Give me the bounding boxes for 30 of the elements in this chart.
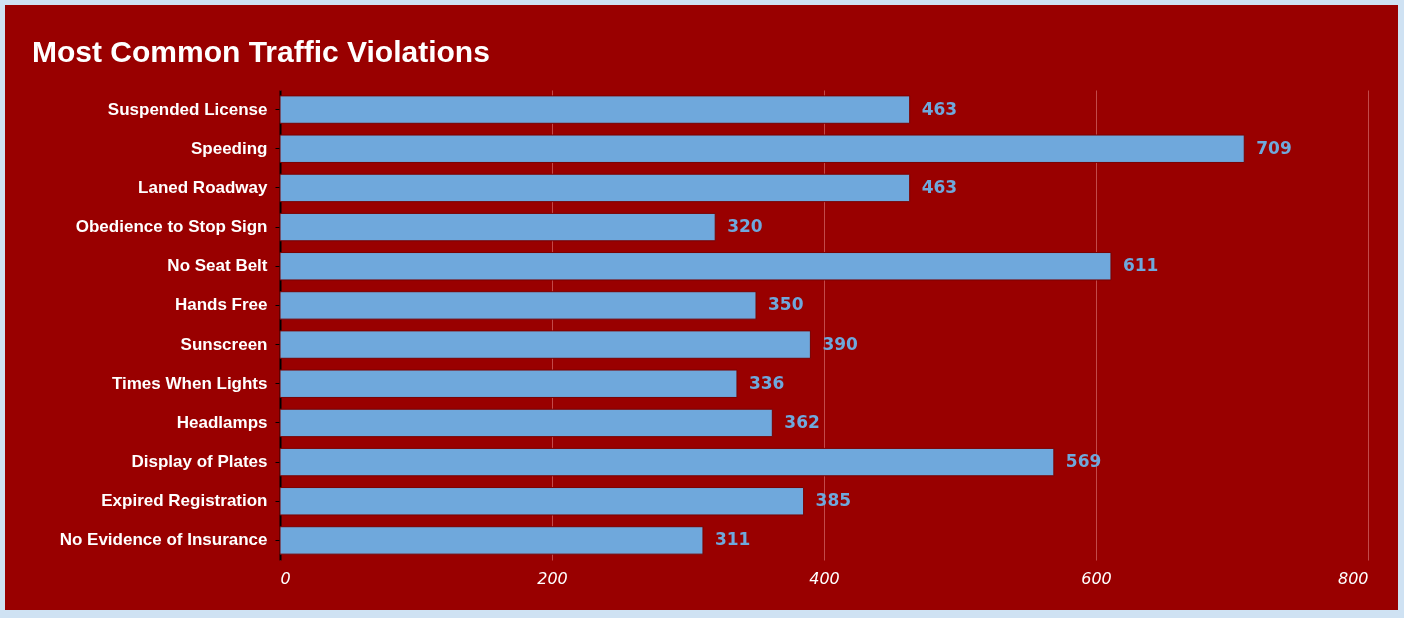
x-tick-label: 800 xyxy=(1337,568,1369,588)
x-tick-label: 600 xyxy=(1081,568,1112,588)
y-tick-label: No Evidence of Insurance xyxy=(59,530,268,550)
y-tick-label: Obedience to Stop Sign xyxy=(75,217,268,237)
data-label: 463 xyxy=(921,176,958,197)
chart-title: Most Common Traffic Violations xyxy=(32,35,490,68)
y-tick-label: Suspended License xyxy=(107,99,268,119)
data-label: 611 xyxy=(1122,255,1159,276)
data-label: 311 xyxy=(714,529,751,550)
data-label: 385 xyxy=(815,490,852,511)
data-label: 569 xyxy=(1065,451,1102,472)
data-label: 362 xyxy=(784,411,820,432)
y-tick-label: Display of Plates xyxy=(131,452,268,472)
y-tick-label: Times When Lights xyxy=(111,373,268,393)
x-tick-label: 0 xyxy=(280,568,291,588)
y-tick-label: Headlamps xyxy=(176,412,268,432)
y-tick-label: Hands Free xyxy=(174,295,268,315)
data-label: 336 xyxy=(748,372,785,393)
data-label: 320 xyxy=(727,216,763,237)
data-label: 709 xyxy=(1256,137,1292,158)
y-tick-label: No Seat Belt xyxy=(167,256,268,276)
y-tick-label: Laned Roadway xyxy=(138,177,269,197)
y-tick-label: Speeding xyxy=(190,138,268,158)
y-tick-label: Sunscreen xyxy=(180,334,268,354)
x-tick-label: 400 xyxy=(809,568,840,588)
data-label: 390 xyxy=(822,333,859,354)
data-label: 350 xyxy=(768,294,804,315)
data-label: 463 xyxy=(921,98,958,119)
x-tick-label: 200 xyxy=(537,568,568,588)
y-tick-label: Expired Registration xyxy=(101,491,268,511)
